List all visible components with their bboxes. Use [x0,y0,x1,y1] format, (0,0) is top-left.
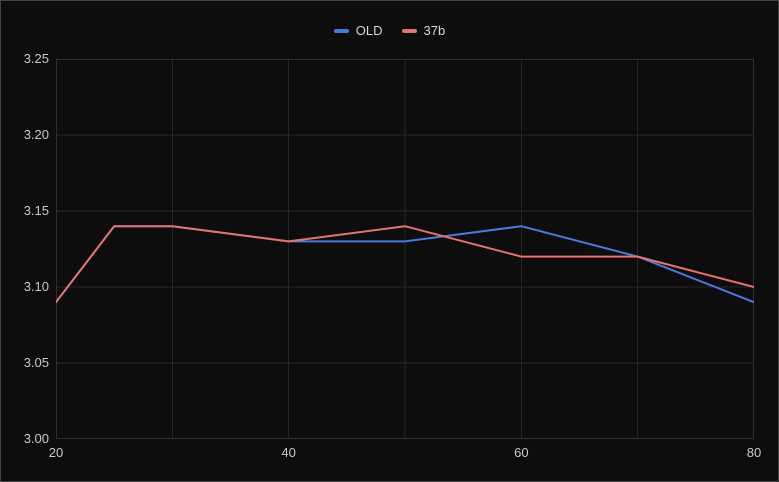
y-tick-label: 3.10 [23,279,49,294]
chart-legend: OLD 37b [1,22,778,40]
line-chart [56,59,754,439]
legend-label-37b: 37b [423,23,446,38]
legend-swatch-37b-icon [401,29,417,33]
legend-item-37b[interactable]: 37b [401,23,446,38]
x-tick-label: 60 [514,445,529,460]
plot-area [56,59,754,439]
x-tick-label: 40 [281,445,296,460]
legend-item-old[interactable]: OLD [333,23,383,38]
x-tick-label: 20 [48,445,64,460]
y-tick-label: 3.00 [23,431,49,446]
y-tick-label: 3.20 [23,127,49,142]
x-tick-label: 80 [746,445,762,460]
legend-label-old: OLD [355,23,383,38]
y-tick-label: 3.25 [23,51,49,66]
y-tick-label: 3.05 [23,355,49,370]
legend-swatch-old-icon [333,29,349,33]
series-line-37b[interactable] [56,225,754,304]
y-tick-label: 3.15 [23,203,49,218]
plot-border [56,59,754,439]
